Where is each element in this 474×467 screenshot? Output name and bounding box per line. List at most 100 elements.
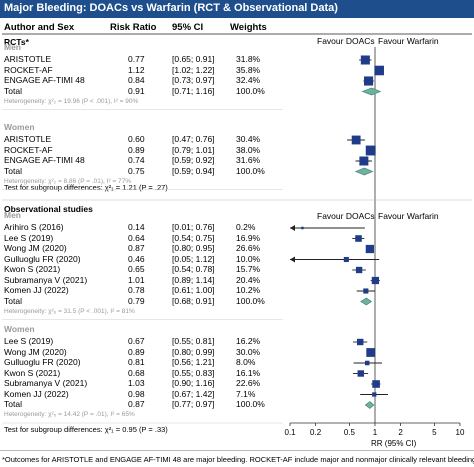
row-rr: 0.87 [128,243,145,253]
row-label: ROCKET-AF [4,64,53,75]
row-ci: [0.59; 0.92] [172,155,215,165]
row-weight: 15.7% [236,264,261,274]
study-marker [301,226,304,230]
section-label-obs: Observational studies [4,204,93,214]
row-rr: 0.84 [128,75,145,85]
row-weight: 30.4% [236,134,261,144]
favour-left-obs: Favour DOACs [317,211,375,221]
row-rr: 0.46 [128,253,145,264]
row-weight: 26.6% [236,243,261,253]
row-ci: [0.73; 0.97] [172,75,215,85]
study-marker [351,135,361,145]
row-rr: 0.60 [128,134,145,144]
x-tick-label: 0.2 [310,428,322,437]
row-rr: 0.64 [128,232,145,243]
row-weight: 32.4% [236,75,261,85]
section-label-rct: RCTs* [4,37,29,47]
row-label: Lee S (2019) [4,336,54,346]
study-marker [357,370,364,377]
row-weight: 30.0% [236,346,261,357]
row-weight: 8.0% [236,357,256,367]
x-tick-label: 0.5 [344,428,356,437]
study-marker [374,65,384,76]
row-rr: 0.87 [128,399,145,409]
row-ci: [0.65; 0.91] [172,54,215,64]
heterogeneity-text: Heterogeneity: χ²₂ = 19.96 (P < .001), I… [4,97,139,105]
row-label: Gulluoglu FR (2020) [4,357,81,367]
favour-right-obs: Favour Warfarin [378,211,439,221]
row-weight: 100.0% [236,85,265,96]
study-marker [359,156,369,166]
subgroup-test-obs: Test for subgroup differences: χ²₁ = 0.9… [4,425,168,434]
row-rr: 0.89 [128,144,145,155]
row-ci: [0.80; 0.95] [172,243,215,253]
row-label: Gulluoglu FR (2020) [4,253,81,264]
row-weight: 100.0% [236,295,265,306]
pooled-diamond [364,401,375,409]
row-label: Kwon S (2021) [4,264,61,274]
row-label: ENGAGE AF-TIMI 48 [4,155,85,165]
row-ci: [0.54; 0.75] [172,232,215,243]
row-ci: [0.90; 1.16] [172,378,215,388]
heterogeneity-text: Heterogeneity: χ²₆ = 31.5 (P < .001), I²… [4,307,135,315]
study-marker [372,392,377,397]
row-label: Wong JM (2020) [4,346,67,357]
row-weight: 10.0% [236,253,261,264]
x-tick-label: 10 [456,428,465,437]
row-ci: [0.71; 1.16] [172,85,215,96]
row-label: Total [4,85,22,96]
row-rr: 0.75 [128,165,145,176]
group-label: Men [4,210,21,220]
heterogeneity-text: Heterogeneity: χ²₂ = 8.86 (P = .01), I² … [4,177,132,185]
row-weight: 35.8% [236,64,261,75]
row-label: Arihiro S (2016) [4,222,64,232]
row-rr: 1.01 [128,274,145,285]
study-marker [364,360,370,366]
x-axis-label: RR (95% CI) [371,439,417,448]
row-weight: 16.1% [236,367,261,378]
pooled-diamond [354,167,374,176]
row-ci: [0.67; 1.42] [172,388,215,399]
row-ci: [0.01; 0.76] [172,222,215,232]
row-rr: 0.65 [128,264,145,274]
x-tick-label: 2 [398,428,403,437]
row-rr: 0.98 [128,388,145,399]
row-ci: [0.59; 0.94] [172,165,215,176]
study-marker [365,145,376,156]
study-marker [363,288,369,294]
row-rr: 0.14 [128,222,145,232]
row-rr: 0.79 [128,295,145,306]
row-ci: [0.79; 1.01] [172,144,215,155]
row-ci: [0.54; 0.78] [172,264,215,274]
row-ci: [0.77; 0.97] [172,399,215,409]
study-marker [366,348,376,357]
pooled-diamond [361,87,382,96]
row-weight: 38.0% [236,144,261,155]
row-ci: [1.02; 1.22] [172,64,215,75]
row-rr: 0.74 [128,155,145,165]
row-label: ENGAGE AF-TIMI 48 [4,75,85,85]
row-ci: [0.05; 1.12] [172,253,215,264]
row-label: Kwon S (2021) [4,367,61,378]
row-weight: 7.1% [236,388,256,399]
row-weight: 20.4% [236,274,261,285]
row-weight: 22.6% [236,378,261,388]
row-weight: 100.0% [236,165,265,176]
group-label: Women [4,122,35,132]
row-label: Subramanya V (2021) [4,378,88,388]
row-label: Komen JJ (2022) [4,388,69,399]
footnote: *Outcomes for ARISTOTLE and ENGAGE AF-TI… [2,455,474,464]
row-weight: 0.2% [236,222,256,232]
row-rr: 0.67 [128,336,145,346]
col-head-weights: Weights [230,22,267,33]
x-tick-label: 0.1 [284,428,296,437]
footnote-divider [0,450,474,451]
row-rr: 0.68 [128,367,145,378]
row-ci: [0.80; 0.99] [172,346,215,357]
row-ci: [0.47; 0.76] [172,134,215,144]
title-bar [0,0,474,18]
study-marker [355,235,362,242]
ci-arrow [290,256,295,263]
row-rr: 0.78 [128,285,145,295]
